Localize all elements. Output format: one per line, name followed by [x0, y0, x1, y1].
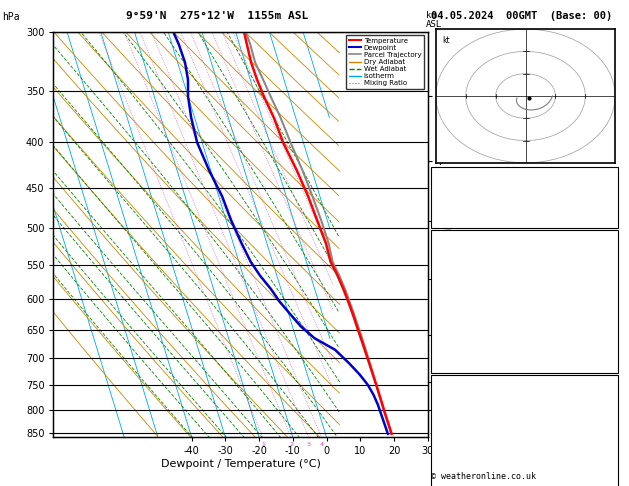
- Text: ASL: ASL: [426, 20, 442, 30]
- Text: © weatheronline.co.uk: © weatheronline.co.uk: [431, 472, 536, 481]
- Text: 60: 60: [601, 483, 612, 486]
- Text: 3: 3: [307, 442, 311, 447]
- Text: Lifted Index: Lifted Index: [437, 317, 501, 327]
- Text: CAPE (J): CAPE (J): [437, 462, 479, 471]
- Text: 18.5: 18.5: [591, 277, 612, 285]
- Text: hPa: hPa: [3, 12, 20, 22]
- Text: Lifted Index: Lifted Index: [437, 442, 501, 451]
- Text: 19.6: 19.6: [591, 256, 612, 265]
- Text: Dewp (°C): Dewp (°C): [437, 277, 485, 285]
- Text: 348: 348: [596, 297, 612, 306]
- Text: 2.99: 2.99: [591, 213, 612, 223]
- Text: 884: 884: [596, 401, 612, 410]
- Text: K: K: [437, 173, 442, 181]
- Text: PW (cm): PW (cm): [437, 213, 474, 223]
- Text: 4: 4: [320, 442, 324, 447]
- Text: CIN (J): CIN (J): [437, 483, 474, 486]
- Text: 9°59'N  275°12'W  1155m ASL: 9°59'N 275°12'W 1155m ASL: [126, 11, 308, 21]
- Text: θε(K): θε(K): [437, 297, 464, 306]
- Text: 60: 60: [601, 358, 612, 367]
- Text: Temp (°C): Temp (°C): [437, 256, 485, 265]
- Legend: Temperature, Dewpoint, Parcel Trajectory, Dry Adiabat, Wet Adiabat, Isotherm, Mi: Temperature, Dewpoint, Parcel Trajectory…: [346, 35, 424, 89]
- Text: 40: 40: [601, 193, 612, 202]
- Text: 0: 0: [607, 442, 612, 451]
- Text: 04.05.2024  00GMT  (Base: 00): 04.05.2024 00GMT (Base: 00): [431, 11, 612, 21]
- Text: 0: 0: [607, 317, 612, 327]
- Text: Totals Totals: Totals Totals: [437, 193, 506, 202]
- Text: Pressure (mb): Pressure (mb): [437, 401, 506, 410]
- Bar: [431, 167, 618, 228]
- Bar: [431, 230, 618, 373]
- Text: CAPE (J): CAPE (J): [437, 338, 479, 347]
- Text: 1: 1: [261, 442, 265, 447]
- Text: θε (K): θε (K): [437, 421, 469, 431]
- Text: 35: 35: [601, 173, 612, 181]
- Text: km: km: [426, 11, 437, 20]
- Text: Most Unstable: Most Unstable: [489, 381, 559, 389]
- X-axis label: Dewpoint / Temperature (°C): Dewpoint / Temperature (°C): [160, 459, 321, 469]
- Text: kt: kt: [442, 35, 450, 45]
- Bar: [431, 375, 618, 486]
- Text: 348: 348: [596, 421, 612, 431]
- Text: - LCL: - LCL: [430, 429, 448, 438]
- Text: CIN (J): CIN (J): [437, 358, 474, 367]
- Text: 56: 56: [601, 462, 612, 471]
- Text: 56: 56: [601, 338, 612, 347]
- Text: Surface: Surface: [506, 236, 543, 244]
- Text: 2: 2: [289, 442, 293, 447]
- Y-axis label: Mixing Ratio (g/kg): Mixing Ratio (g/kg): [445, 191, 454, 278]
